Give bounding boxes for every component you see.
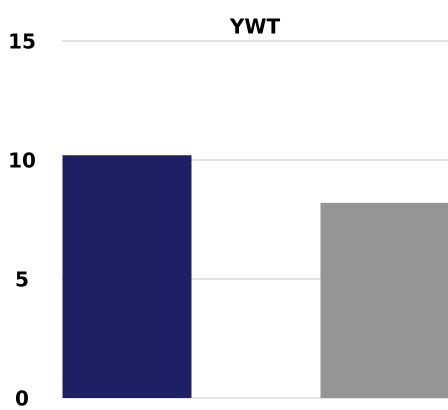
y-tick-label: 15 — [8, 30, 36, 54]
bar — [62, 155, 192, 398]
bar — [320, 202, 448, 398]
chart-title: YWT — [229, 15, 281, 39]
y-tick-label: 5 — [15, 268, 29, 292]
y-tick-label: 10 — [8, 149, 36, 173]
y-tick-label: 0 — [15, 387, 29, 410]
